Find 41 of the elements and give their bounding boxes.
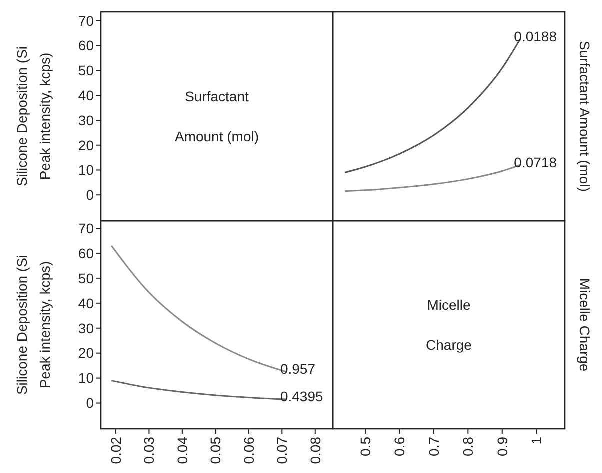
y-tick-label: 70 [78,220,94,236]
series-label: 0.957 [280,361,316,378]
y-tick-label: 30 [78,112,94,128]
x-tick-label: 0.8 [460,436,476,456]
annotation: Micelle [427,296,471,313]
y-tick-label: 30 [78,320,94,336]
y-tick-label: 20 [78,137,94,154]
y-tick-label: 60 [78,245,94,262]
series-label: 0.0718 [514,154,558,170]
x-tick-label: 0.08 [307,436,324,464]
y-tick-label: 40 [78,88,94,104]
x-tick-label: 0.06 [240,436,257,464]
x-tick-label: 0.04 [174,436,190,464]
y-tick-label: 10 [78,370,94,386]
y-tick-label: 40 [78,295,94,312]
y-tick-label: 50 [78,62,94,79]
y2-axis-title: Micelle Charge [577,278,594,372]
y-tick-label: 20 [78,345,94,362]
series-label: 0.4395 [280,388,324,405]
y-axis-title: Silicone Deposition (Si Peak intensity, kcps) [14,46,53,187]
annotation: Surfactant [185,88,250,104]
y2-axis-title: Surfactant Amount (mol) [577,41,594,192]
series-label: 0.0188 [514,28,558,45]
annotation: Charge [426,336,472,353]
y-tick-label: 0 [86,187,94,204]
x-tick-label: 0.02 [108,436,124,464]
x-tick-label: 0.6 [392,436,408,456]
y-tick-label: 10 [78,162,94,178]
annotation: Amount (mol) [174,128,260,144]
x-tick-label: 0.9 [494,436,510,456]
y-tick-label: 0 [86,395,94,412]
x-tick-label: 0.5 [357,436,374,456]
x-tick-label: 0.07 [274,436,290,464]
x-tick-label: 0.05 [208,436,224,464]
y-tick-label: 70 [78,12,94,29]
y-axis-title: Silicone Deposition (Si Peak intensity, kcps) [14,254,53,396]
x-tick-label: 0.7 [426,436,442,456]
y-tick-label: 60 [78,38,94,54]
y-tick-label: 50 [78,270,94,286]
x-tick-label: 0.03 [141,436,158,464]
x-tick-label: 1 [528,436,544,445]
